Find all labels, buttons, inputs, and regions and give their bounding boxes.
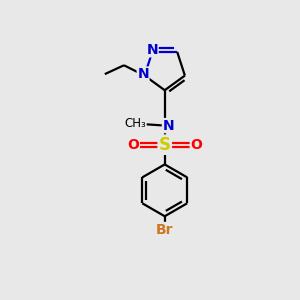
Text: O: O bbox=[190, 138, 202, 152]
Text: N: N bbox=[146, 43, 158, 57]
Text: Br: Br bbox=[156, 223, 173, 236]
Text: O: O bbox=[127, 138, 139, 152]
Text: CH₃: CH₃ bbox=[124, 117, 146, 130]
Text: S: S bbox=[159, 136, 171, 154]
Text: N: N bbox=[137, 67, 149, 81]
Text: N: N bbox=[162, 118, 174, 133]
